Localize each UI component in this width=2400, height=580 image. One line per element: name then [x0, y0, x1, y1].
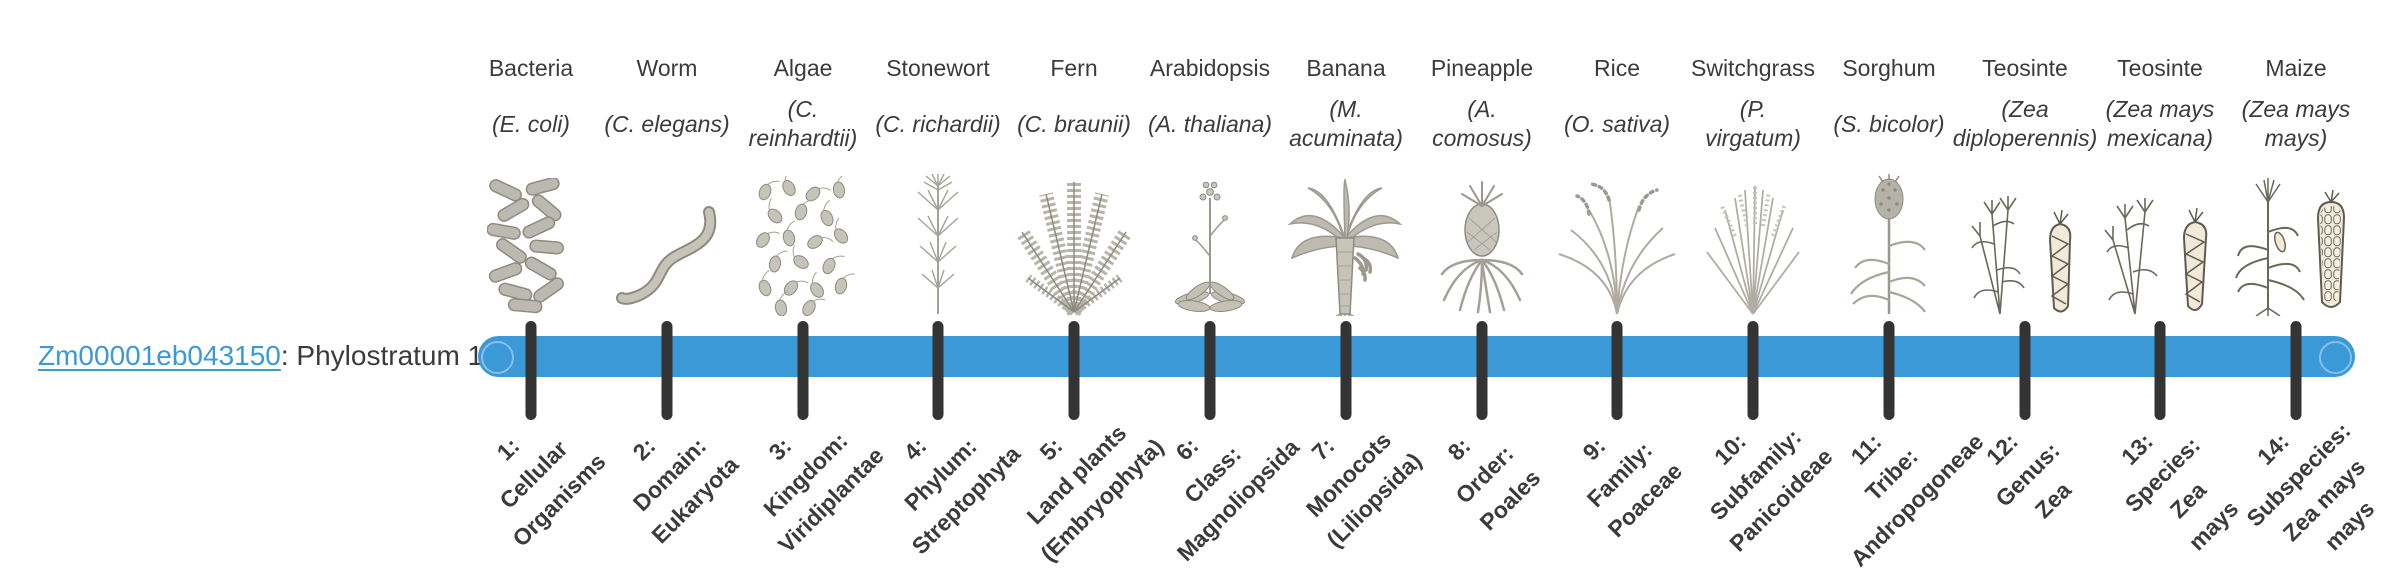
worm-icon: [592, 170, 742, 316]
organism-scientific-name: (C. reinhardtii): [748, 96, 858, 151]
stonewort-icon: [863, 170, 1013, 316]
gene-stratum-text: : Phylostratum 1: [280, 340, 484, 371]
stratum-label-text: 12: Genus: Zea: [1981, 428, 2077, 524]
organism-scientific-name: (Zea mays mexicana): [2105, 96, 2215, 151]
organism-label-algae: Algae (C. reinhardtii): [725, 54, 881, 160]
organism-common-name: Teosinte: [1982, 55, 2068, 81]
organism-label-switchgrass: Switchgrass (P. virgatum): [1675, 54, 1831, 160]
gene-label: Zm00001eb043150: Phylostratum 1: [38, 334, 483, 378]
tick-14: [2290, 321, 2302, 420]
stratum-label-text: 2: Domain: Eukaryota: [627, 432, 744, 549]
organism-scientific-name: (Zea mays mays): [2241, 96, 2351, 151]
organism-label-rice: Rice (O. sativa): [1539, 54, 1695, 160]
pineapple-icon: [1407, 170, 1557, 316]
tick-3: [797, 321, 809, 420]
organism-label-teosinte-mexicana: Teosinte (Zea mays mexicana): [2082, 54, 2238, 160]
organism-scientific-name: (Zea diploperennis): [1952, 96, 2098, 151]
algae-icon: [728, 170, 878, 316]
arabidopsis-icon: [1135, 170, 1285, 316]
organism-scientific-name: (A. comosus): [1432, 96, 1532, 151]
tick-6: [1204, 321, 1216, 420]
switchgrass-icon: [1678, 170, 1828, 316]
organism-common-name: Maize: [2265, 55, 2327, 81]
rice-icon: [1542, 170, 1692, 316]
tick-13: [2154, 321, 2166, 420]
organism-label-sorghum: Sorghum (S. bicolor): [1811, 54, 1967, 160]
organism-common-name: Teosinte: [2117, 55, 2203, 81]
organism-scientific-name: (O. sativa): [1563, 110, 1671, 137]
sorghum-icon: [1814, 170, 1964, 316]
organism-common-name: Rice: [1593, 55, 1640, 81]
organism-scientific-name: (C. richardii): [875, 110, 1001, 137]
organism-scientific-name: (C. elegans): [604, 110, 730, 137]
tick-8: [1476, 321, 1488, 420]
tick-2: [661, 321, 673, 420]
timeline-bar: [478, 336, 2355, 377]
organism-label-fern: Fern (C. braunii): [996, 54, 1152, 160]
stratum-label-text: 9: Family: Poaceae: [1577, 432, 1688, 543]
organism-common-name: Algae: [773, 55, 833, 81]
stratum-label-text: 1: Cellular Organisms: [491, 432, 611, 552]
tick-9: [1611, 321, 1623, 420]
stratum-label-text: 8: Order: Poales: [1442, 432, 1546, 536]
organism-common-name: Sorghum: [1842, 55, 1936, 81]
organism-common-name: Switchgrass: [1691, 55, 1815, 81]
organism-label-stonewort: Stonewort (C. richardii): [860, 54, 1016, 160]
organism-common-name: Pineapple: [1430, 55, 1534, 81]
organism-scientific-name: (E. coli): [492, 110, 570, 137]
organism-label-maize: Maize (Zea mays mays): [2218, 54, 2374, 160]
gene-id-link[interactable]: Zm00001eb043150: [38, 340, 281, 371]
organism-label-banana: Banana (M. acuminata): [1268, 54, 1424, 160]
organism-scientific-name: (A. thaliana): [1147, 110, 1272, 137]
tick-5: [1068, 321, 1080, 420]
organism-common-name: Arabidopsis: [1149, 55, 1271, 81]
teosinte-diplo-icon: [1950, 170, 2100, 316]
organism-scientific-name: (P. virgatum): [1705, 96, 1801, 151]
organism-label-pineapple: Pineapple (A. comosus): [1404, 54, 1560, 160]
organism-scientific-name: (C. braunii): [1017, 110, 1131, 137]
organism-common-name: Banana: [1306, 55, 1386, 81]
tick-11: [1883, 321, 1895, 420]
organism-label-bacteria: Bacteria (E. coli): [453, 54, 609, 160]
organism-common-name: Fern: [1050, 55, 1098, 81]
maize-icon: [2221, 170, 2371, 316]
organism-scientific-name: (S. bicolor): [1833, 110, 1945, 137]
organism-label-teosinte-diplo: Teosinte (Zea diploperennis): [1947, 54, 2103, 160]
tick-12: [2019, 321, 2031, 420]
stratum-label-text: 14: Subspecies: Zea mays mays: [2241, 417, 2380, 556]
stratum-label-text: 11: Tribe: Andropogoneae: [1845, 428, 1989, 572]
fern-icon: [999, 170, 1149, 316]
tick-4: [932, 321, 944, 420]
organism-common-name: Worm: [636, 55, 698, 81]
organism-common-name: Bacteria: [488, 55, 574, 81]
stratum-label-text: 7: Monocots (Liliopsida): [1300, 426, 1427, 553]
teosinte-mexicana-icon: [2085, 170, 2235, 316]
tick-7: [1340, 321, 1352, 420]
banana-icon: [1271, 170, 1421, 316]
organism-label-worm: Worm (C. elegans): [589, 54, 745, 160]
bacteria-icon: [456, 170, 606, 316]
tick-1: [525, 321, 537, 420]
tick-10: [1747, 321, 1759, 420]
organism-label-arabidopsis: Arabidopsis (A. thaliana): [1132, 54, 1288, 160]
organism-common-name: Stonewort: [886, 55, 990, 81]
organism-scientific-name: (M. acuminata): [1289, 96, 1403, 151]
